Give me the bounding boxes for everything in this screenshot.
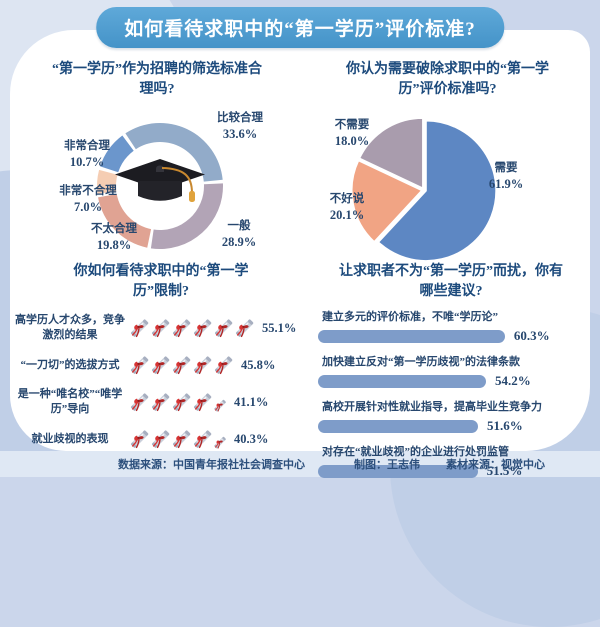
stat-label: 高校开展针对性就业指导，提高毕业生竞争力 (322, 401, 542, 413)
section-title: 你如何看待求职中的“第一学历”限制? (73, 264, 249, 300)
slice-label: 不需要 18.0% (334, 119, 370, 148)
diploma-icon (129, 353, 150, 377)
graduation-cap-icon (115, 159, 205, 202)
diploma-icon (129, 427, 150, 451)
stat-row: “一刀切”的选拔方式 (15, 347, 307, 383)
diploma-icon (129, 316, 150, 340)
page-title: 如何看待求职中的“第一学历”评价标准? (124, 19, 476, 40)
slice-label: 比较合理 33.6% (217, 112, 263, 141)
stat-label: 就业歧视的表现 (31, 432, 109, 445)
stat-value: 40.3% (234, 431, 269, 446)
slice-label: 不太合理 19.8% (91, 223, 137, 252)
pie-chart (351, 117, 497, 262)
stat-value: 45.8% (241, 357, 276, 372)
diploma-icons (129, 390, 227, 414)
diploma-icon (150, 316, 171, 340)
stat-label: 对存在“就业歧视”的企业进行处罚监管 (322, 446, 509, 458)
section-title: “第一学历”作为招聘的筛选标准合理吗? (52, 62, 262, 98)
diploma-icon (213, 353, 234, 377)
stat-value: 55.1% (262, 320, 297, 335)
stat-row: 就业歧视的表现 (15, 421, 307, 457)
section-pictogram-chart: 你如何看待求职中的“第一学历”限制? 高学历人才众多，竞争激烈的结果 (15, 262, 307, 452)
diploma-icon (192, 427, 213, 451)
diploma-icons (129, 353, 234, 377)
diploma-icon (192, 390, 213, 414)
stat-row: 高学历人才众多，竞争激烈的结果 (15, 310, 307, 346)
pie-slice (358, 117, 424, 190)
material-source: 素材来源：视觉中心 (446, 459, 545, 471)
stat-label: 建立多元的评价标准，不唯“学历论” (322, 311, 498, 323)
donut-slice (150, 183, 224, 249)
diploma-icon (213, 316, 234, 340)
diploma-icon (150, 353, 171, 377)
stat-value: 51.6% (486, 418, 523, 433)
pictogram-rows: 高学历人才众多，竞争激烈的结果 (15, 310, 307, 458)
data-source: 数据来源：中国青年报社社会调查中心 (118, 459, 305, 471)
content-card (10, 30, 590, 451)
stat-row: 加快建立反对“第一学历歧视”的法律条款 54.2% (318, 353, 584, 389)
donut-slice (100, 135, 134, 173)
diploma-icon (192, 316, 213, 340)
diploma-icon (129, 390, 150, 414)
footer-credits: 数据来源：中国青年报社社会调查中心 制图：王志伟 素材来源：视觉中心 (0, 453, 600, 475)
bar (318, 464, 478, 478)
slice-label: 需要 61.9% (488, 162, 524, 191)
stat-value: 54.2% (495, 373, 531, 388)
stat-row: 对存在“就业歧视”的企业进行处罚监管 51.5% (318, 443, 584, 479)
bar-rows: 建立多元的评价标准，不唯“学历论” 60.3% 加快建立反对“第一学历歧视”的法… (318, 308, 584, 488)
diploma-icons (129, 316, 255, 340)
section-pie-chart: 你认为需要破除求职中的“第一学历”评价标准吗? 需要 61.9% 不好说 20.… (305, 60, 590, 265)
slice-label: 不好说 20.1% (329, 193, 365, 222)
stat-row: 建立多元的评价标准，不唯“学历论” 60.3% (318, 308, 584, 344)
diploma-icon (171, 316, 192, 340)
slice-label: 非常不合理 7.0% (59, 185, 117, 214)
bar (318, 419, 478, 433)
donut-chart (96, 122, 224, 249)
designer-credit: 制图：王志伟 (354, 459, 420, 471)
diploma-icon (171, 427, 192, 451)
section-donut-chart: “第一学历”作为招聘的筛选标准合理吗? 比较合理 33.6% 一般 28.9% … (18, 60, 296, 265)
diploma-icon (192, 353, 213, 377)
stat-row: 是一种“唯名校”“唯学历”导向 (15, 384, 307, 420)
diploma-icon-partial (213, 397, 227, 414)
diploma-icons (129, 427, 227, 451)
pie-slice (351, 159, 424, 243)
donut-slice (125, 122, 223, 182)
stat-label: 高学历人才众多，竞争激烈的结果 (15, 314, 125, 341)
stat-label: “一刀切”的选拔方式 (20, 358, 120, 371)
stat-value: 41.1% (234, 394, 269, 409)
diploma-icon (150, 390, 171, 414)
stat-row: 高校开展针对性就业指导，提高毕业生竞争力 51.6% (318, 398, 584, 434)
bottom-strip (0, 451, 600, 477)
section-title: 你认为需要破除求职中的“第一学历”评价标准吗? (346, 62, 549, 98)
slice-label: 非常合理 10.7% (64, 140, 110, 169)
stat-value: 51.5% (486, 463, 523, 478)
title-banner: 如何看待求职中的“第一学历”评价标准? (96, 7, 504, 48)
bar (318, 329, 505, 343)
pie-slice (377, 120, 497, 262)
donut-slice (98, 193, 152, 248)
diploma-icon (171, 353, 192, 377)
section-title: 让求职者不为“第一学历”而扰，你有哪些建议? (339, 264, 563, 300)
section-bar-chart: 让求职者不为“第一学历”而扰，你有哪些建议? 建立多元的评价标准，不唯“学历论”… (318, 262, 584, 478)
bar (318, 374, 487, 388)
stat-value: 60.3% (513, 328, 550, 343)
stat-label: 加快建立反对“第一学历歧视”的法律条款 (322, 356, 520, 368)
stat-label: 是一种“唯名校”“唯学历”导向 (17, 388, 123, 415)
diploma-icon-partial (213, 434, 227, 451)
diploma-icon (234, 316, 255, 340)
diploma-icon (150, 427, 171, 451)
slice-label: 一般 28.9% (221, 220, 257, 249)
diploma-icon (171, 390, 192, 414)
donut-slice (96, 169, 118, 194)
